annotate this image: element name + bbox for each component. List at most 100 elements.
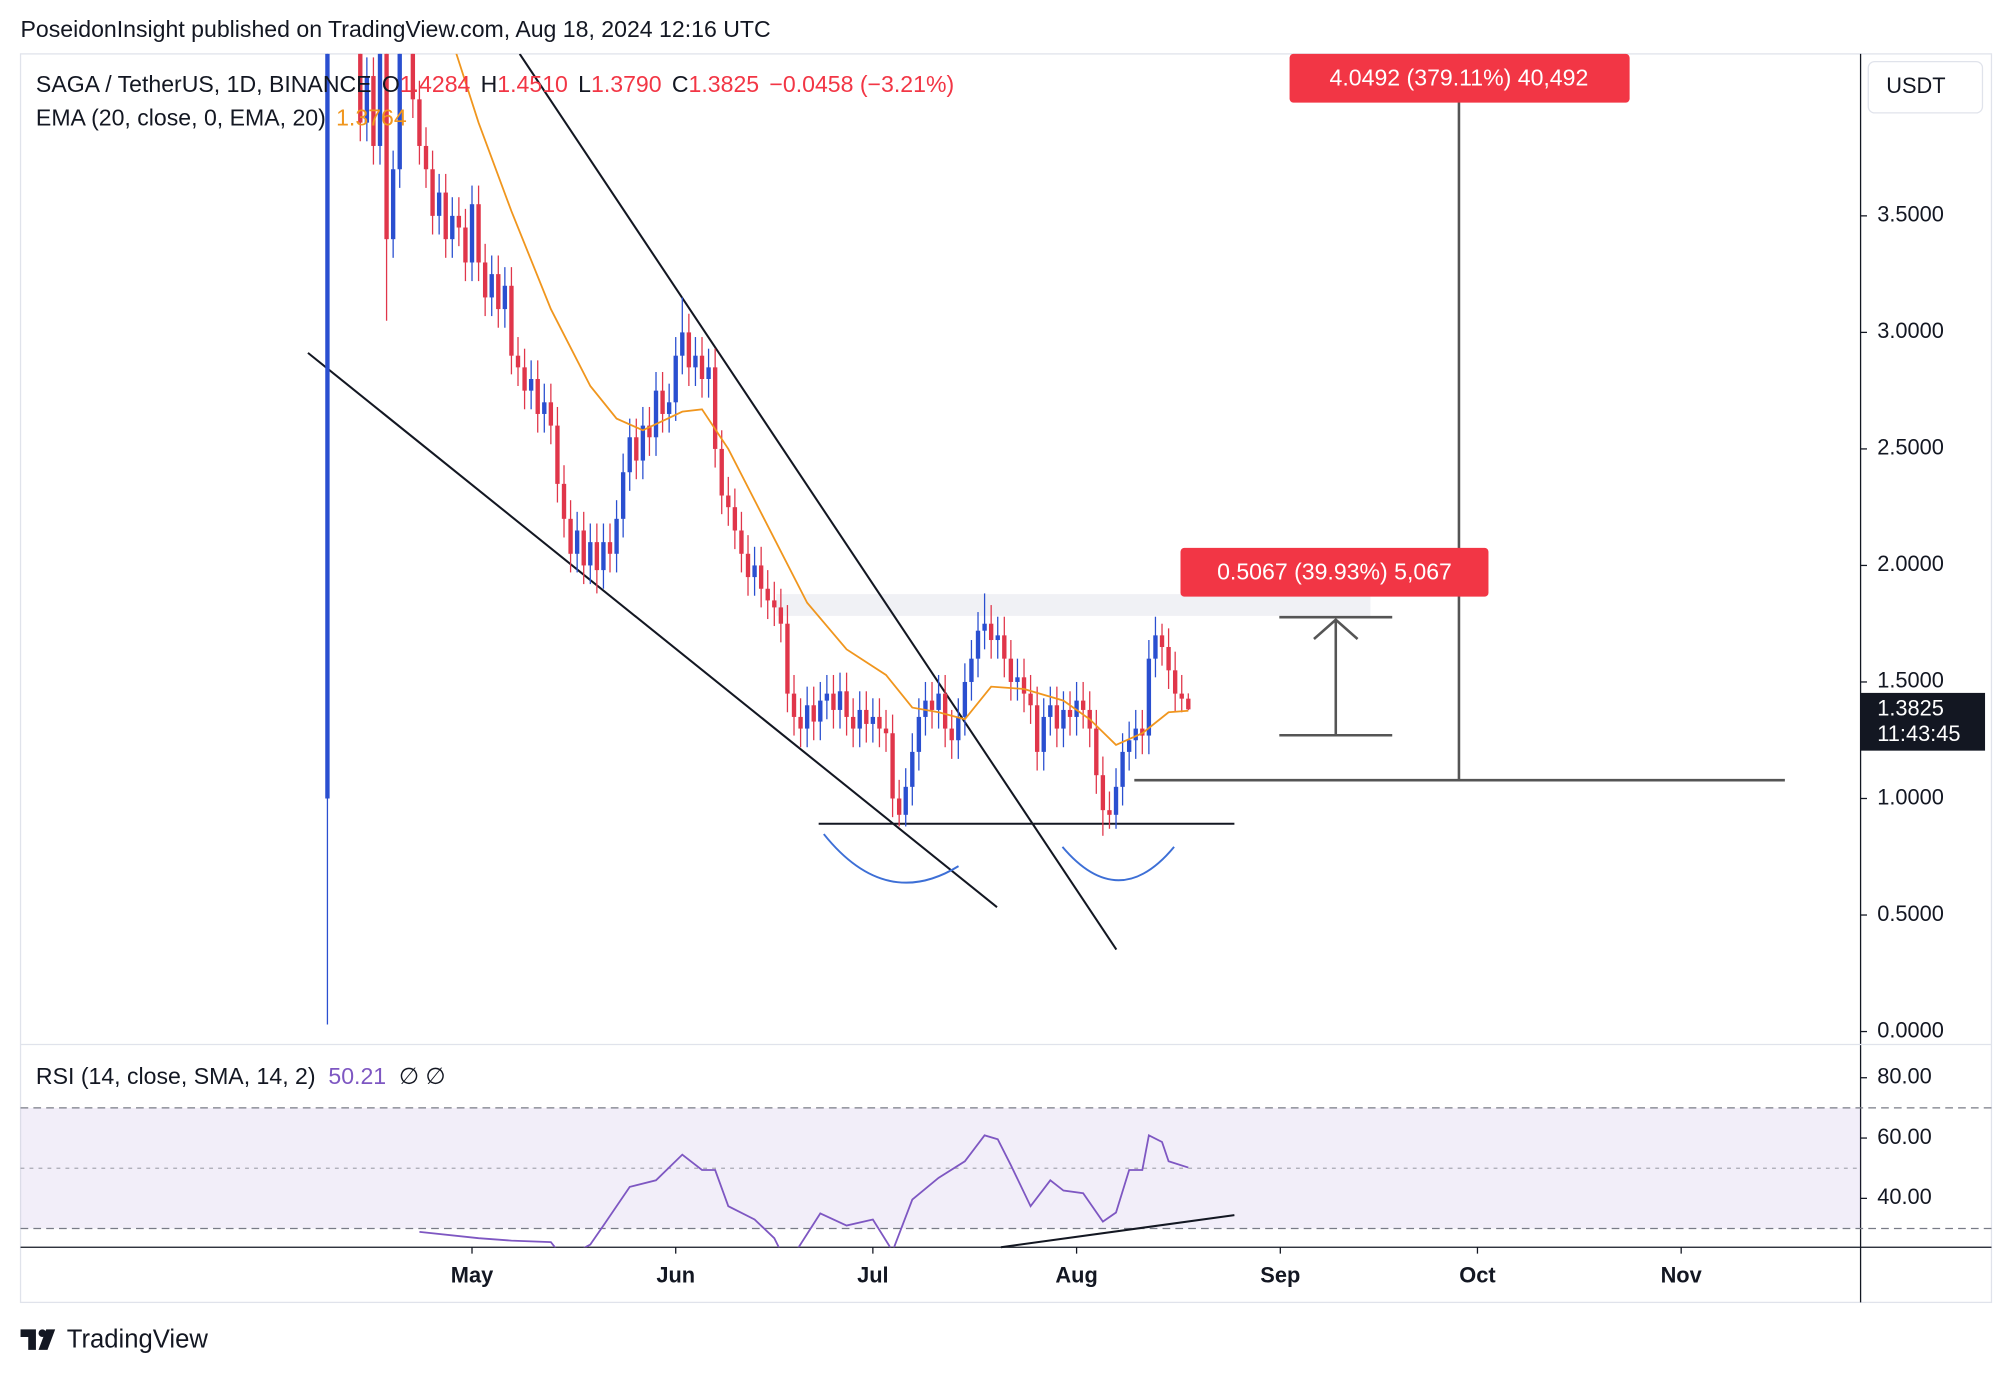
candle-body bbox=[686, 332, 692, 368]
candle-body bbox=[1041, 716, 1046, 752]
candle-body bbox=[680, 332, 685, 356]
ohlc-value: 1.4284 bbox=[400, 71, 471, 97]
candle-body bbox=[417, 99, 422, 146]
rsi-pane bbox=[419, 1133, 1189, 1248]
ohlc-key: H bbox=[481, 71, 498, 97]
candle-body bbox=[942, 693, 948, 729]
rsi-legend: RSI (14, close, SMA, 14, 2) 50.21 ∅ ∅ bbox=[36, 1063, 446, 1089]
rsi-trendline bbox=[1000, 1214, 1235, 1249]
candle-body bbox=[844, 691, 849, 717]
candle-body bbox=[745, 553, 751, 578]
x-tick-label: Nov bbox=[1661, 1263, 1703, 1288]
candle-body bbox=[1166, 647, 1171, 671]
candle-body bbox=[1094, 728, 1099, 776]
candle-body bbox=[660, 390, 665, 414]
candle-body bbox=[496, 274, 501, 310]
candle-body bbox=[1074, 700, 1079, 717]
candle-body bbox=[574, 530, 580, 554]
y-tick-label: 80.00 bbox=[1877, 1064, 1932, 1089]
ema-value: 1.3764 bbox=[336, 104, 407, 130]
candle-body bbox=[1133, 728, 1138, 741]
candle-body bbox=[1080, 700, 1086, 710]
candle-body bbox=[995, 635, 1000, 641]
candle-body bbox=[620, 472, 626, 519]
x-tick-label: Jun bbox=[656, 1263, 695, 1288]
candle-body bbox=[693, 355, 698, 368]
candle-body bbox=[476, 204, 481, 263]
candle-body bbox=[1186, 698, 1191, 710]
ohlc-key: C bbox=[672, 71, 689, 97]
candle-body bbox=[706, 367, 711, 380]
y-tick-label: 0.0000 bbox=[1877, 1017, 1944, 1042]
ema-line bbox=[455, 53, 1189, 746]
y-tick-label: 2.5000 bbox=[1877, 435, 1944, 460]
candle-body bbox=[739, 530, 744, 554]
currency: USDT bbox=[1886, 73, 1945, 98]
candle-body bbox=[910, 751, 915, 787]
y-tick-label: 2.0000 bbox=[1877, 551, 1944, 576]
resistance-zone bbox=[776, 594, 1371, 616]
symbol-legend: SAGA / TetherUS, 1D, BINANCE O1.4284 H1.45… bbox=[36, 71, 954, 97]
candle-body bbox=[1146, 658, 1152, 736]
candle-body bbox=[811, 705, 816, 722]
candle-body bbox=[1015, 677, 1020, 682]
last-price-box bbox=[1860, 692, 1986, 751]
currency-button[interactable] bbox=[1867, 60, 1984, 114]
candle-body bbox=[436, 192, 442, 216]
candle-body bbox=[561, 483, 567, 519]
symbol: SAGA / TetherUS, 1D, BINANCE bbox=[36, 71, 372, 97]
candle-body bbox=[699, 355, 705, 380]
publish-note: PoseidonInsight published on TradingView… bbox=[21, 16, 771, 42]
candle-body bbox=[1034, 705, 1040, 752]
trendline bbox=[518, 53, 1118, 951]
candle-body bbox=[555, 425, 560, 484]
y-tick-label: 1.5000 bbox=[1877, 668, 1944, 693]
candle-body bbox=[962, 681, 968, 717]
candle-body bbox=[325, 53, 330, 799]
candle-body bbox=[614, 518, 619, 554]
candle-body bbox=[1061, 709, 1066, 729]
candle-body bbox=[719, 448, 724, 496]
candle-body bbox=[634, 437, 639, 461]
candle-body bbox=[864, 709, 869, 724]
candle-body bbox=[857, 709, 862, 729]
rsi-line bbox=[419, 1133, 1189, 1248]
ema-legend: EMA (20, close, 0, EMA, 20) 1.3764 bbox=[36, 104, 407, 130]
candle-body bbox=[975, 630, 981, 659]
candle-body bbox=[673, 355, 678, 403]
candle-body bbox=[443, 192, 448, 240]
measure-label: 4.0492 (379.11%) 40,492 bbox=[1330, 65, 1589, 91]
candle-body bbox=[607, 542, 613, 554]
candle-body bbox=[877, 716, 882, 729]
candle-body bbox=[837, 691, 843, 710]
candle-body bbox=[377, 53, 383, 146]
countdown: 11:43:45 bbox=[1877, 721, 1960, 746]
y-tick-label: 3.5000 bbox=[1877, 202, 1944, 227]
candle-body bbox=[903, 786, 908, 815]
candle-body bbox=[824, 693, 830, 701]
candle-body bbox=[752, 565, 757, 578]
candle-body bbox=[732, 507, 738, 531]
candle-body bbox=[450, 215, 455, 240]
candle-body bbox=[982, 623, 987, 631]
ohlc-key: L bbox=[578, 71, 591, 97]
candle-body bbox=[397, 53, 402, 170]
rsi-name: RSI (14, close, SMA, 14, 2) bbox=[36, 1063, 316, 1089]
candle-body bbox=[791, 693, 797, 717]
candle-body bbox=[778, 607, 784, 624]
candle-body bbox=[1067, 709, 1073, 717]
candle-body bbox=[640, 425, 646, 461]
candle-body bbox=[627, 437, 632, 473]
candle-body bbox=[758, 565, 764, 589]
candle-body bbox=[1028, 693, 1033, 706]
bottom-arc bbox=[823, 833, 960, 884]
candle-body bbox=[929, 700, 935, 710]
y-tick-label: 40.00 bbox=[1877, 1184, 1932, 1209]
candle-body bbox=[581, 530, 586, 566]
candle-body bbox=[542, 402, 547, 414]
y-tick-label: 3.0000 bbox=[1877, 318, 1944, 343]
last-price: 1.3825 bbox=[1877, 695, 1944, 720]
candle-body bbox=[1107, 810, 1112, 815]
candle-body bbox=[1008, 658, 1014, 682]
